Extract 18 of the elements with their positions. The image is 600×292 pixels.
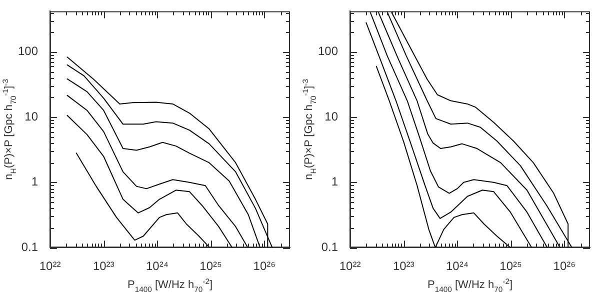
x-tick-label: 10²³ — [92, 259, 114, 274]
x-tick-label: 10²⁵ — [200, 259, 222, 274]
y-tick-label: 100 — [318, 44, 338, 58]
x-tick-label: 10²⁴ — [146, 259, 168, 274]
y-tick-label: 10 — [24, 109, 38, 124]
x-tick-label: 10²⁶ — [553, 259, 576, 274]
y-tick-label: 100 — [18, 44, 38, 58]
x-tick-label: 10²³ — [392, 259, 414, 274]
y-tick-label: 10 — [324, 109, 338, 124]
x-tick-label: 10²² — [339, 259, 361, 274]
x-tick-label: 10²² — [39, 259, 61, 274]
y-tick-label: 1 — [331, 174, 338, 189]
x-tick-label: 10²⁶ — [253, 259, 276, 274]
x-tick-label: 10²⁵ — [500, 259, 522, 274]
x-tick-label: 10²⁴ — [446, 259, 468, 274]
y-tick-label: 1 — [31, 174, 38, 189]
y-tick-label: 0.1 — [21, 240, 38, 254]
y-tick-label: 0.1 — [321, 240, 338, 254]
